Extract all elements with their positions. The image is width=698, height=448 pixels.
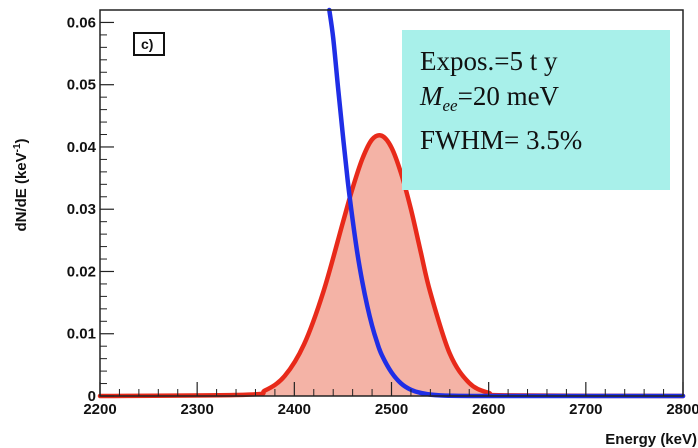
x-tick-label: 2300 — [180, 401, 213, 418]
info-mass: Mee=20 meV — [420, 79, 652, 123]
x-tick-label: 2400 — [278, 401, 311, 418]
info-fwhm: FWHM= 3.5% — [420, 125, 583, 155]
x-tick-label: 2800 — [666, 401, 698, 418]
y-tick-label: 0.04 — [67, 139, 97, 156]
info-mass-subscript: ee — [442, 96, 458, 115]
x-axis-title: Energy (keV) — [605, 431, 697, 448]
info-mass-value: =20 meV — [457, 81, 560, 111]
y-tick-label: 0.06 — [67, 14, 96, 31]
y-axis-title: dN/dE (keV-1) — [12, 138, 30, 231]
fill-layer — [100, 135, 683, 396]
series-0-line — [97, 132, 686, 399]
y-tick-label: 0.01 — [67, 326, 96, 343]
x-tick-label: 2500 — [375, 401, 408, 418]
series-1-line — [327, 7, 686, 399]
info-box: Expos.=5 t y Mee=20 meV FWHM= 3.5% — [402, 30, 670, 190]
panel-label-box: c) — [133, 32, 165, 56]
info-exposure: Expos.=5 t y — [420, 46, 558, 76]
y-axis-title-end: ) — [13, 138, 30, 143]
y-tick-label: 0.03 — [67, 201, 96, 218]
series-layer — [97, 7, 686, 399]
y-tick-label: 0.05 — [67, 77, 96, 94]
x-tick-label: 2200 — [83, 401, 116, 418]
tick-marks — [99, 21, 684, 397]
tick-labels: 2200 2300 2400 2500 2600 2700 2800 0 0.01 0.02 0.0… — [67, 14, 698, 418]
y-tick-label: 0 — [88, 388, 96, 405]
y-axis-title-sup: -1 — [12, 143, 23, 152]
series-0-area — [100, 135, 683, 396]
panel-label: c) — [141, 36, 153, 52]
y-axis-title-main: dN/dE (keV — [13, 152, 30, 231]
x-tick-label: 2700 — [569, 401, 602, 418]
x-tick-label: 2600 — [472, 401, 505, 418]
info-mass-symbol: M — [420, 81, 443, 111]
y-tick-label: 0.02 — [67, 263, 96, 280]
